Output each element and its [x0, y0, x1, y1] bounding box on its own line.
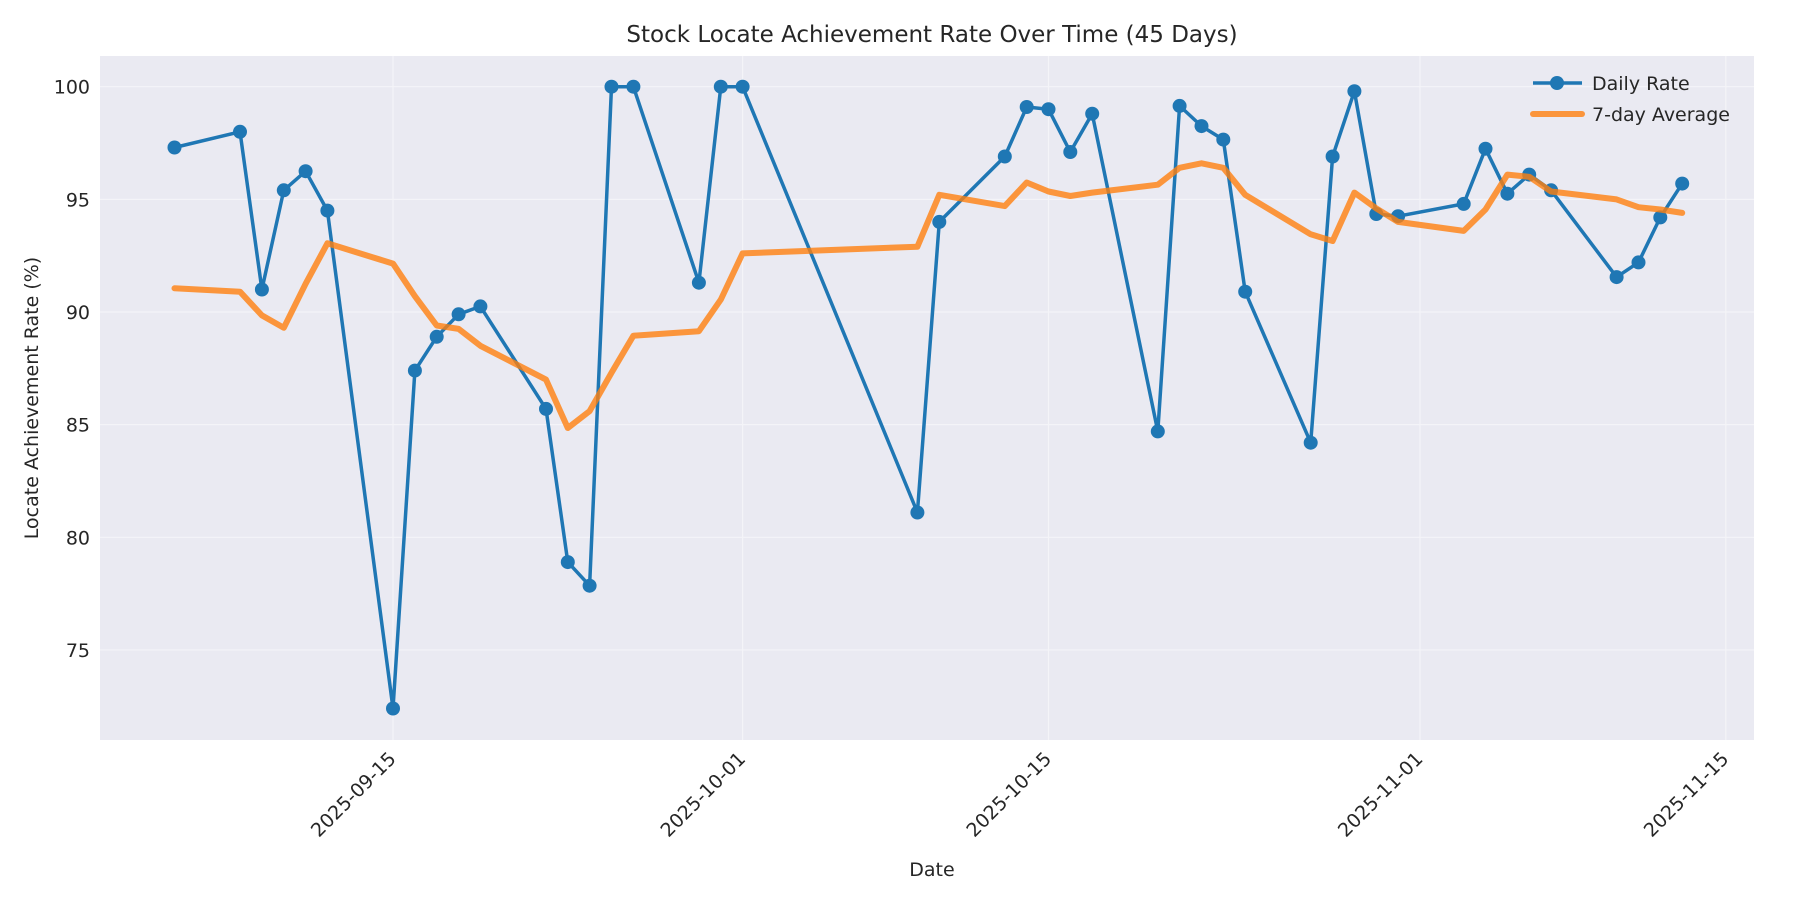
daily-rate-point — [1653, 210, 1668, 225]
daily-rate-point — [1456, 196, 1471, 211]
daily-rate-point — [1631, 255, 1646, 270]
daily-rate-point — [233, 124, 247, 139]
daily-rate-point — [691, 275, 706, 290]
y-tick-label: 95 — [66, 189, 90, 211]
daily-rate-point — [910, 505, 925, 520]
daily-rate-point — [735, 79, 750, 94]
daily-rate-point — [997, 149, 1012, 164]
series-layer — [167, 79, 1690, 716]
daily-rate-point — [320, 203, 335, 218]
daily-rate-point — [407, 363, 422, 378]
daily-rate-point — [604, 79, 619, 94]
legend: Daily Rate 7-day Average — [1530, 73, 1730, 126]
daily-rate-point — [298, 164, 313, 179]
daily-rate-point — [1609, 270, 1624, 285]
daily-rate-point — [386, 701, 400, 716]
daily-rate-point — [1216, 132, 1231, 147]
seven-day-average-line — [171, 160, 1686, 431]
daily-rate-point — [560, 555, 575, 570]
daily-rate-point — [1041, 102, 1056, 117]
y-tick-label: 90 — [66, 302, 90, 324]
daily-rate-point — [1238, 284, 1253, 299]
gridlines — [100, 56, 1754, 740]
y-axis-label: Locate Achievement Rate (%) — [21, 257, 43, 539]
daily-rate-point — [276, 183, 291, 198]
daily-rate-point — [1478, 141, 1493, 156]
daily-rate-point — [1019, 100, 1034, 114]
daily-rate-point — [1150, 424, 1165, 439]
y-tick-label: 100 — [54, 77, 90, 99]
legend-daily-rate-marker-icon — [1550, 76, 1564, 90]
daily-rate-point — [713, 79, 728, 94]
daily-rate-point — [539, 401, 553, 416]
y-tick-label: 75 — [66, 640, 90, 662]
daily-rate-point — [1172, 98, 1187, 113]
daily-rate-point — [1085, 106, 1100, 121]
x-axis-label: Date — [909, 859, 954, 881]
daily-rate-point — [254, 282, 269, 297]
daily-rate-point — [626, 79, 641, 94]
daily-rate-point — [1303, 435, 1318, 450]
daily-rate-point — [1194, 119, 1209, 134]
chart-title: Stock Locate Achievement Rate Over Time … — [626, 22, 1237, 48]
y-axis-ticks: 75 80 85 90 95 100 — [54, 77, 90, 662]
daily-rate-point — [473, 299, 488, 314]
daily-rate-point — [1325, 149, 1340, 164]
legend-7day-average-label: 7-day Average — [1592, 104, 1730, 126]
daily-rate-point — [1063, 145, 1078, 159]
daily-rate-point — [582, 578, 597, 593]
daily-rate-point — [1500, 186, 1515, 201]
daily-rate-point — [1347, 84, 1362, 99]
y-tick-label: 85 — [66, 415, 90, 437]
daily-rate-point — [167, 140, 182, 155]
daily-rate-point — [1675, 176, 1690, 191]
daily-rate-point — [932, 214, 947, 229]
y-tick-label: 80 — [66, 527, 90, 549]
legend-daily-rate-label: Daily Rate — [1592, 73, 1690, 95]
daily-rate-point — [429, 329, 444, 344]
daily-rate-point — [451, 307, 466, 322]
